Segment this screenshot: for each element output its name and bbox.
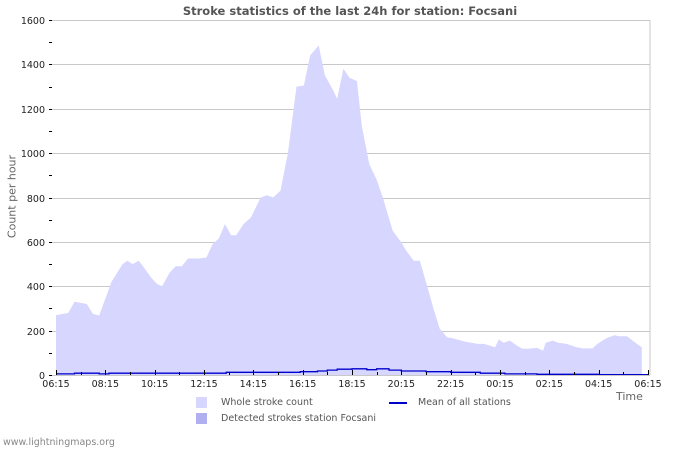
- svg-text:600: 600: [27, 238, 45, 249]
- svg-text:400: 400: [27, 282, 45, 293]
- legend-item-whole: Whole stroke count: [196, 397, 313, 408]
- chart-title: Stroke statistics of the last 24h for st…: [182, 4, 518, 18]
- svg-text:12:15: 12:15: [190, 379, 217, 390]
- svg-text:800: 800: [27, 194, 45, 205]
- mean-line: [56, 368, 648, 376]
- svg-text:1000: 1000: [21, 149, 45, 160]
- legend-label-detected: Detected strokes station Focsani: [221, 413, 377, 424]
- svg-text:20:15: 20:15: [388, 379, 415, 390]
- svg-text:00:15: 00:15: [486, 379, 513, 390]
- svg-text:10:15: 10:15: [141, 379, 168, 390]
- whole-swatch-icon: [196, 397, 207, 408]
- legend-label-mean: Mean of all stations: [418, 397, 511, 408]
- x-axis-label: Time: [616, 390, 643, 403]
- svg-text:1200: 1200: [21, 105, 45, 116]
- legend-label-whole: Whole stroke count: [221, 397, 313, 408]
- svg-text:06:15: 06:15: [42, 379, 69, 390]
- whole-stroke-area: [56, 45, 642, 375]
- axes: 0 200 400 600 800 1000 1200 1400 1600 06:15 08:15 1…: [21, 16, 662, 390]
- svg-text:0: 0: [39, 371, 45, 382]
- svg-text:200: 200: [27, 327, 45, 338]
- svg-text:1400: 1400: [21, 60, 45, 71]
- svg-text:06:15: 06:15: [634, 379, 661, 390]
- legend-item-mean: Mean of all stations: [389, 397, 511, 408]
- svg-text:04:15: 04:15: [585, 379, 612, 390]
- legend-item-detected: Detected strokes station Focsani: [196, 413, 376, 424]
- svg-text:14:15: 14:15: [240, 379, 267, 390]
- detected-swatch-icon: [196, 413, 207, 424]
- svg-text:22:15: 22:15: [437, 379, 464, 390]
- mean-line-swatch-icon: [389, 401, 407, 404]
- svg-text:02:15: 02:15: [536, 379, 563, 390]
- svg-text:18:15: 18:15: [338, 379, 365, 390]
- site-credit: www.lightningmaps.org: [3, 437, 115, 448]
- svg-text:1600: 1600: [21, 16, 45, 27]
- svg-text:08:15: 08:15: [92, 379, 119, 390]
- svg-text:16:15: 16:15: [289, 379, 316, 390]
